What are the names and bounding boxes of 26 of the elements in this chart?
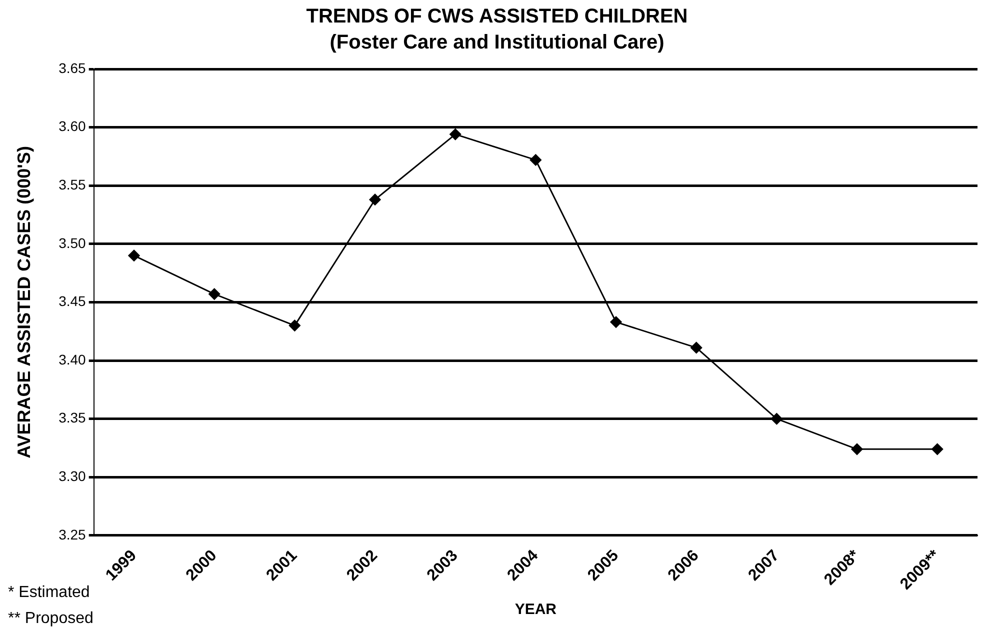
y-tick-label: 3.55 (58, 176, 86, 192)
point (932, 443, 944, 455)
y-tick-label: 3.40 (58, 351, 86, 368)
point (369, 194, 381, 206)
point (770, 413, 782, 425)
text: * Estimated (8, 583, 91, 603)
point (288, 320, 300, 332)
x-axis-title: YEAR (514, 601, 557, 618)
chart-title: TRENDS OF CWS ASSISTED CHILDREN (306, 6, 688, 28)
point (610, 316, 622, 328)
y-tick-label: 3.35 (58, 410, 86, 426)
chart-subtitle: (Foster Care and Institutional Care) (330, 32, 664, 54)
y-tick-label: 3.50 (58, 234, 86, 251)
point (208, 288, 220, 300)
y-axis-title: AVERAGE ASSISTED CASES (000'S) (14, 146, 34, 458)
point (690, 342, 702, 354)
point (128, 250, 140, 262)
text: ** Proposed (8, 609, 94, 629)
y-tick-label: 3.65 (58, 60, 86, 76)
y-tick-label: 3.25 (58, 526, 86, 542)
y-tick-label: 3.45 (58, 293, 86, 310)
point (851, 443, 863, 455)
point (450, 128, 462, 140)
point (530, 154, 542, 166)
y-tick-label: 3.60 (58, 118, 86, 134)
y-tick-label: 3.30 (58, 468, 86, 484)
